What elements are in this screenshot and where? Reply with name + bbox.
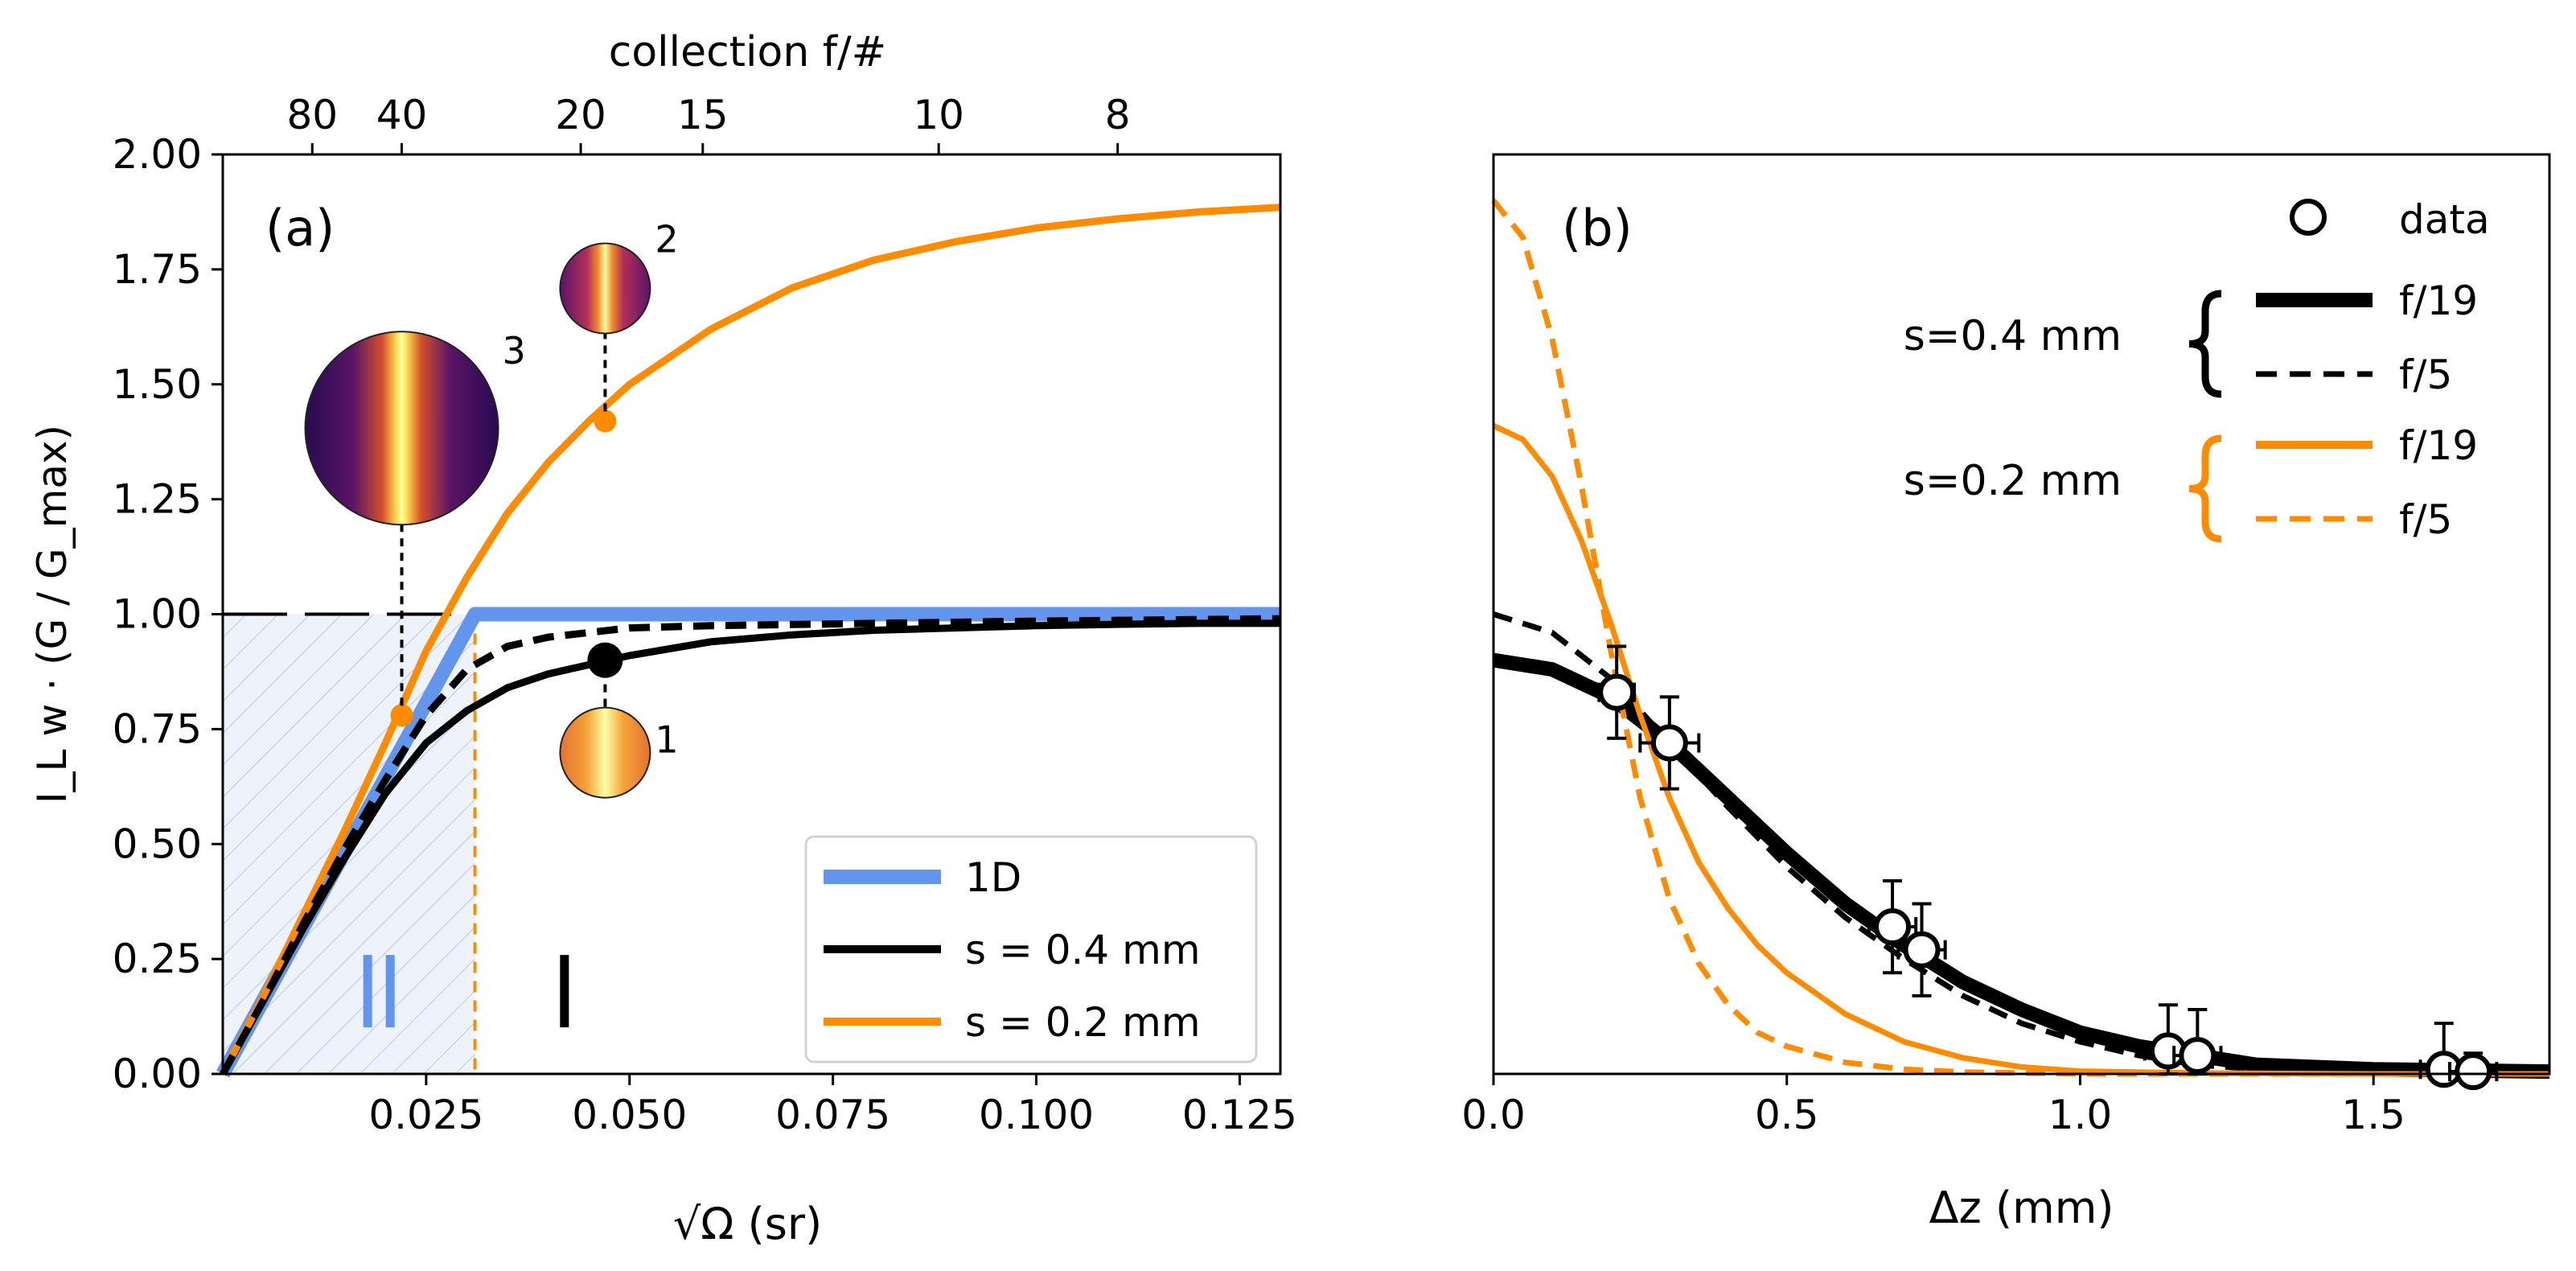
data-marker — [1598, 673, 1636, 711]
inset-label: 2 — [655, 217, 678, 261]
top-axis-label: collection f/# — [609, 28, 886, 76]
panel-a: 123 0.025 0.050 0.075 0.100 0.125 0.000.250.… — [29, 28, 1297, 1249]
y-tick-label: 1.00 — [113, 591, 202, 638]
legend-data-marker — [2290, 199, 2327, 236]
data-marker — [1903, 931, 1941, 969]
top-tick-label: 10 — [913, 92, 964, 138]
y-tick-label: 0.75 — [113, 705, 202, 752]
y-tick-label: 0.50 — [113, 821, 202, 867]
inset-profile-3 — [304, 331, 499, 526]
data-point — [1867, 878, 1918, 975]
top-tick-label: 80 — [286, 92, 338, 138]
top-tick-label: 15 — [677, 92, 729, 138]
data-point — [1896, 902, 1947, 997]
x-axis-label: Δz (mm) — [1929, 1183, 2114, 1233]
data-points — [1597, 644, 2499, 1091]
panel-b: 0.0 0.5 1.0 1.5 (b) Δz (mm) data s=0.4 mm f/1… — [1461, 153, 2551, 1233]
x-axis-label: √Ω (sr) — [673, 1199, 822, 1249]
marker-3 — [390, 704, 413, 727]
profile-insets: 1 2 3 — [304, 217, 679, 799]
series-line-3 — [220, 615, 1281, 1076]
legend: 1D s = 0.4 mm s = 0.2 mm — [804, 835, 1258, 1063]
x-ticks: 0.025 0.050 0.075 0.100 0.125 — [368, 1074, 1297, 1138]
x-tick-label: 0.050 — [572, 1092, 687, 1138]
legend-label: f/19 — [2399, 422, 2478, 469]
inset-label: 3 — [503, 329, 526, 372]
data-marker — [1874, 908, 1912, 946]
x-tick-label: 0.0 — [1461, 1092, 1526, 1138]
legend-label: f/5 — [2399, 352, 2452, 398]
data-marker — [2149, 1032, 2187, 1070]
y-ticks: 0.00 0.25 0.50 0.75 1.00 1.25 1.50 1.75 2.00 — [113, 131, 223, 1097]
region-labels — [363, 955, 569, 1028]
top-tick-label: 40 — [376, 92, 428, 138]
top-tick-label: 20 — [555, 92, 606, 138]
x-tick-label: 0.100 — [979, 1092, 1094, 1138]
data-point — [1638, 695, 1701, 791]
x-tick-label: 0.125 — [1182, 1092, 1297, 1138]
legend-brace — [2188, 290, 2222, 398]
data-marker — [2455, 1053, 2492, 1091]
inset-label: 1 — [655, 718, 678, 762]
y-tick-label: 0.00 — [113, 1051, 202, 1097]
data-point — [2447, 1051, 2499, 1091]
highlight-markers — [390, 409, 623, 727]
series-line-2 — [220, 204, 1281, 1076]
data-point — [1597, 644, 1637, 740]
x-ticks: 0.0 0.5 1.0 1.5 — [1461, 1074, 2405, 1138]
marker-2 — [594, 409, 617, 433]
legend-group-label: s=0.4 mm — [1904, 312, 2122, 360]
panel-label: (b) — [1562, 199, 1633, 257]
legend-label: f/5 — [2399, 496, 2452, 543]
marker-1 — [587, 642, 623, 678]
legend-label: data — [2399, 196, 2490, 243]
y-tick-label: 1.25 — [113, 476, 202, 523]
x-tick-label: 0.5 — [1755, 1092, 1819, 1138]
x-tick-label: 0.075 — [775, 1092, 890, 1138]
legend-label: f/19 — [2399, 278, 2478, 324]
legend-label: 1D — [965, 854, 1021, 901]
legend-brace — [2188, 434, 2222, 543]
inset-profile-1 — [559, 706, 651, 799]
series-line-3 — [1491, 199, 2549, 1077]
y-tick-label: 2.00 — [113, 131, 202, 178]
top-tick-label: 8 — [1105, 92, 1131, 138]
legend-group-label: s=0.2 mm — [1904, 457, 2122, 505]
legend: data s=0.4 mm f/19 f/5 s=0.2 mm f/19 f/5 — [1904, 196, 2490, 543]
y-tick-label: 1.50 — [113, 361, 202, 408]
data-marker — [2179, 1037, 2217, 1075]
legend-label: s = 0.4 mm — [965, 927, 1201, 973]
y-tick-label: 1.75 — [113, 246, 202, 293]
panel-label: (a) — [265, 199, 335, 257]
x-tick-label: 0.025 — [368, 1092, 483, 1138]
series-line-2 — [1492, 423, 2549, 1077]
y-axis-label: I_L w · (G / G_max) — [29, 425, 76, 804]
legend-label: s = 0.2 mm — [965, 999, 1201, 1046]
x-tick-label: 1.5 — [2341, 1092, 2405, 1138]
plot-frame — [1492, 153, 2551, 1076]
inset-profile-2 — [559, 242, 651, 335]
top-ticks: 80 40 20 15 10 8 — [286, 92, 1131, 154]
legend-box — [804, 835, 1258, 1063]
y-tick-label: 0.25 — [113, 936, 202, 982]
x-tick-label: 1.0 — [2048, 1092, 2113, 1138]
data-marker — [1650, 724, 1688, 762]
data-point — [2172, 1007, 2223, 1076]
series-line-1 — [1492, 611, 2550, 1077]
